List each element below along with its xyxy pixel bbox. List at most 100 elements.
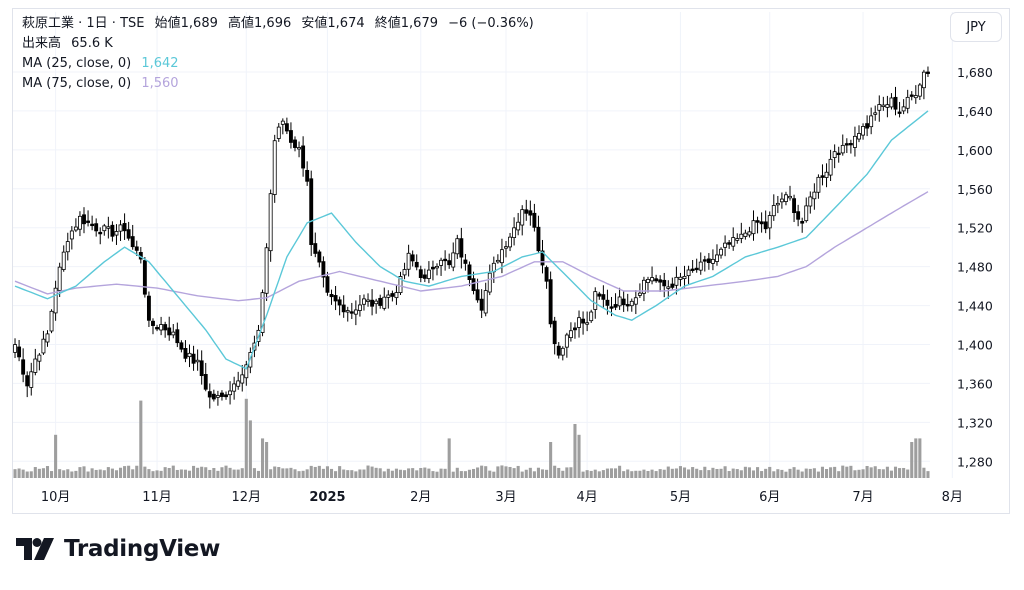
volume-bar	[463, 471, 467, 478]
candle-body	[873, 112, 878, 115]
volume-bar	[224, 465, 228, 478]
tradingview-logo[interactable]: TradingView	[16, 536, 220, 562]
candle-body	[305, 169, 310, 182]
volume-bar	[398, 469, 403, 478]
candle-body	[743, 232, 748, 237]
ma25-line	[14, 110, 929, 370]
candle-body	[45, 333, 50, 343]
candle-body	[621, 298, 626, 306]
volume-bar	[455, 467, 459, 478]
volume-bar	[492, 471, 496, 478]
volume-bar	[881, 469, 885, 478]
volume-bar	[707, 470, 711, 478]
candle-body	[211, 393, 216, 400]
candle-body	[654, 278, 659, 282]
candle-body	[564, 334, 569, 348]
volume-bar	[540, 469, 545, 478]
candle-body	[646, 278, 650, 283]
candle-body	[804, 205, 809, 222]
candle-body	[828, 158, 833, 176]
volume-bar	[865, 465, 869, 478]
x-tick-label: 3月	[495, 490, 516, 505]
currency-button[interactable]: JPY	[950, 12, 1002, 42]
candle-body	[333, 295, 338, 302]
volume-bar	[760, 471, 764, 478]
volume-bar	[646, 470, 650, 478]
volume-bar	[334, 471, 338, 478]
candle-body	[422, 274, 427, 279]
volume-bar	[411, 468, 415, 478]
volume-bar	[557, 467, 561, 478]
volume-bar	[747, 467, 751, 478]
volume-bar	[66, 469, 70, 478]
candle-body	[61, 251, 66, 270]
candle-body	[479, 298, 484, 311]
candle-body	[824, 171, 829, 178]
volume-bar	[857, 469, 861, 478]
candle-body	[374, 300, 379, 305]
volume-bar	[480, 465, 484, 478]
y-tick-label: 1,600	[957, 143, 993, 158]
candle-body	[771, 205, 776, 217]
volume-bar	[17, 468, 21, 478]
volume-bar	[553, 465, 557, 478]
volume-bar	[816, 471, 820, 478]
x-tick-label: 2025	[309, 490, 345, 505]
candle-body	[301, 145, 306, 169]
volume-bar	[171, 465, 175, 478]
volume-bar	[102, 470, 106, 478]
volume-bar	[622, 471, 626, 478]
high-value: 1,696	[254, 16, 292, 31]
candle-body	[21, 359, 26, 375]
candle-body	[455, 238, 460, 255]
candle-body	[792, 198, 797, 214]
volume-bar	[634, 470, 638, 478]
candle-body	[329, 294, 334, 298]
volume-bar	[240, 468, 244, 478]
volume-bar	[354, 471, 358, 478]
volume-bar	[163, 467, 167, 478]
candle-body	[637, 292, 642, 296]
volume-bar	[147, 469, 151, 478]
candle-body	[130, 236, 135, 248]
candle-body	[386, 294, 391, 298]
candle-body	[926, 71, 930, 74]
volume-bar	[196, 467, 200, 478]
volume-bar	[86, 471, 90, 478]
candle-body	[366, 299, 370, 302]
volume-bar	[695, 468, 699, 478]
candle-body	[459, 238, 464, 258]
candle-body	[593, 291, 598, 310]
candle-body	[719, 248, 723, 256]
volume-bar	[715, 468, 719, 478]
volume-bar	[682, 467, 687, 478]
candle-body	[698, 261, 703, 271]
candle-body	[207, 391, 212, 398]
candle-body	[410, 254, 415, 262]
ma25-row[interactable]: MA (25, close, 0) 1,642	[22, 54, 534, 74]
candle-body	[767, 215, 772, 229]
candle-body	[94, 223, 99, 232]
volume-bar	[281, 468, 285, 478]
close-value: 1,679	[400, 16, 438, 31]
volume-bar	[382, 471, 386, 478]
volume-bar	[62, 470, 66, 478]
candle-body	[759, 221, 764, 225]
volume-bar	[265, 442, 269, 478]
volume-bar	[200, 466, 204, 478]
candle-body	[418, 269, 423, 278]
volume-bar	[662, 469, 666, 478]
candle-body	[317, 251, 322, 263]
ma75-row[interactable]: MA (75, close, 0) 1,560	[22, 74, 534, 94]
volume-bar	[260, 438, 265, 478]
volume-bar	[532, 471, 536, 478]
candle-body	[763, 221, 768, 230]
candle-body	[191, 353, 196, 364]
volume-bar	[841, 465, 845, 478]
candle-body	[633, 297, 638, 305]
volume-bar	[902, 467, 906, 478]
candle-body	[893, 96, 898, 110]
volume-bar	[638, 470, 642, 478]
candle-body	[159, 324, 164, 331]
